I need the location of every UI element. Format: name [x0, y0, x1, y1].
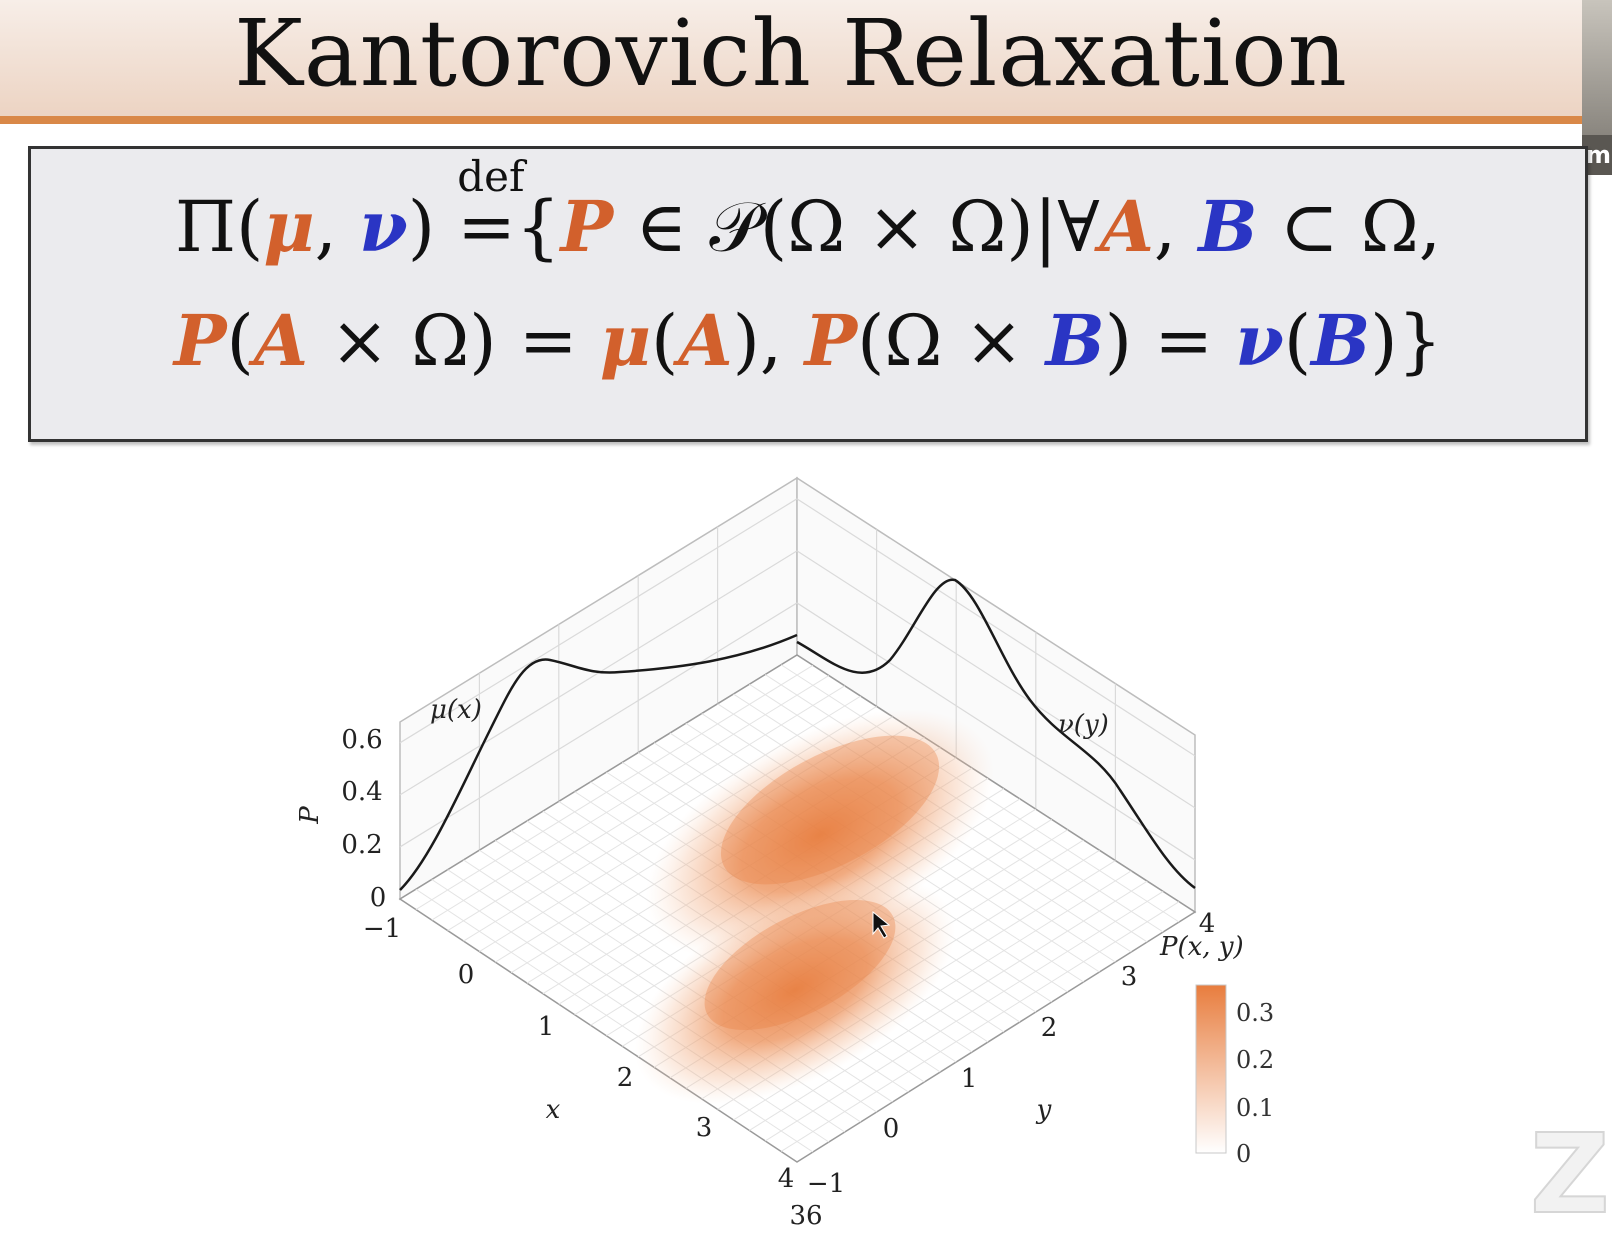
eq-equals: = — [457, 186, 516, 268]
eq-B: B — [1198, 185, 1258, 268]
eq2-omega-times: (Ω × — [857, 300, 1046, 382]
wall-gridline — [399, 498, 798, 744]
wall-gridlines — [399, 498, 1196, 861]
eq-A: A — [1099, 185, 1154, 268]
z-axis-ticks: 0.6 0.4 0.2 0 — [341, 725, 386, 913]
floor-gridline — [764, 891, 1164, 1142]
density-peak-upper — [720, 735, 940, 885]
x-tick: 3 — [696, 1113, 713, 1143]
eq2-paren-3: ( — [1283, 300, 1312, 382]
colorbar-title: P(x, y) — [1159, 932, 1244, 962]
floor-gridline — [749, 880, 1148, 1131]
participant-video-thumbnail[interactable] — [1582, 0, 1612, 135]
eq2-nu: ν — [1235, 299, 1284, 382]
y-tick: 3 — [1121, 962, 1138, 992]
z-axis-label: P — [295, 806, 325, 825]
z-tick: 0.6 — [341, 725, 382, 755]
eq-subset: ⊂ Ω, — [1257, 186, 1442, 268]
eq-comma: , — [314, 186, 360, 268]
equation-line-1: Π(μ, ν) def ={P ∈ 𝒫(Ω × Ω)|∀A, B ⊂ Ω, — [31, 152, 1585, 269]
colorbar-tick: 0.2 — [1236, 1046, 1274, 1074]
floor-gridline — [431, 675, 830, 921]
wall-gridline — [796, 550, 1196, 809]
title-bar — [0, 0, 1582, 118]
eq-pi: Π( — [174, 186, 264, 268]
x-tick: 4 — [778, 1164, 795, 1194]
joint-density-surface — [634, 709, 995, 1105]
eq2-P-2: P — [804, 299, 858, 382]
marginal-nu-curve — [796, 578, 1196, 890]
zoom-logo-icon: Z — [1529, 1109, 1611, 1238]
eq2-B: B — [1045, 299, 1105, 382]
floor-gridline — [780, 901, 1180, 1152]
eq2-A-2: A — [678, 299, 733, 382]
floor-gridline — [447, 685, 846, 931]
eq2-paren-2: ( — [651, 300, 679, 382]
floor-gridline — [431, 879, 830, 1143]
eq2-times-omega: × Ω) = — [308, 300, 600, 382]
floor-gridline — [415, 888, 814, 1153]
z-tick: 0.4 — [341, 777, 382, 807]
title-rule — [0, 116, 1582, 124]
mu-x-label: μ(x) — [430, 695, 482, 725]
eq2-close: ), — [732, 300, 805, 382]
x-tick: 2 — [617, 1063, 634, 1093]
y-tick: 2 — [1041, 1013, 1058, 1043]
slide-title: Kantorovich Relaxation — [234, 0, 1348, 107]
eq2-A: A — [253, 299, 309, 382]
eq-nu: ν — [359, 185, 408, 268]
x-tick: 0 — [458, 960, 475, 990]
eq-open-brace: { — [515, 186, 561, 268]
y-tick: 1 — [961, 1064, 978, 1094]
wall-gridline — [796, 602, 1196, 861]
colorbar — [1195, 984, 1227, 1154]
y-tick: 4 — [1199, 909, 1216, 939]
definition-box: Π(μ, ν) def ={P ∈ 𝒫(Ω × Ω)|∀A, B ⊂ Ω, P(A… — [28, 146, 1588, 442]
y-axis-label: y — [1036, 1095, 1052, 1125]
x-tick: 1 — [538, 1012, 555, 1042]
eq2-equals: ) = — [1104, 300, 1236, 382]
equation-line-2: P(A × Ω) = μ(A), P(Ω × B) = ν(B)} — [31, 299, 1585, 382]
density-peak-lower — [704, 899, 896, 1031]
nu-y-label: ν(y) — [1058, 710, 1109, 740]
page-number: 36 — [789, 1201, 822, 1226]
eq-P: P — [560, 185, 614, 268]
eq-mu: μ — [263, 185, 315, 268]
mouse-cursor-icon — [872, 910, 891, 939]
colorbar-tick: 0 — [1236, 1140, 1251, 1168]
colorbar-ticks: 0.3 0.2 0.1 0 — [1236, 999, 1274, 1168]
eq2-paren: ( — [226, 300, 254, 382]
z-tick: 0 — [370, 883, 387, 913]
eq2-P: P — [173, 299, 227, 382]
wall-gridline — [399, 602, 798, 848]
eq2-mu: μ — [599, 299, 651, 382]
density-mode-lower — [634, 875, 956, 1105]
y-axis-ticks: −1 0 1 2 3 4 — [807, 909, 1215, 1199]
x-axis-ticks: −1 0 1 2 3 4 — [363, 914, 794, 1194]
z-tick: 0.2 — [341, 830, 382, 860]
y-tick: −1 — [807, 1169, 845, 1199]
colorbar-tick: 0.3 — [1236, 999, 1274, 1027]
wall-gridline — [796, 498, 1196, 757]
eq2-close-brace: )} — [1370, 300, 1443, 382]
x-tick: −1 — [363, 914, 401, 944]
marginal-mu-curve — [399, 633, 798, 891]
floor-gridline — [415, 664, 814, 910]
eq-defeq: def = — [457, 152, 524, 268]
eq-comma-2: , — [1153, 186, 1199, 268]
eq-in-calP: ∈ 𝒫(Ω × Ω)|∀ — [613, 186, 1100, 268]
x-axis-label: x — [546, 1095, 561, 1125]
y-tick: 0 — [883, 1114, 900, 1144]
colorbar-tick: 0.1 — [1236, 1094, 1274, 1122]
eq2-B-2: B — [1311, 299, 1371, 382]
eq-close-paren: ) — [407, 186, 458, 268]
eq-def-label: def — [457, 152, 525, 201]
